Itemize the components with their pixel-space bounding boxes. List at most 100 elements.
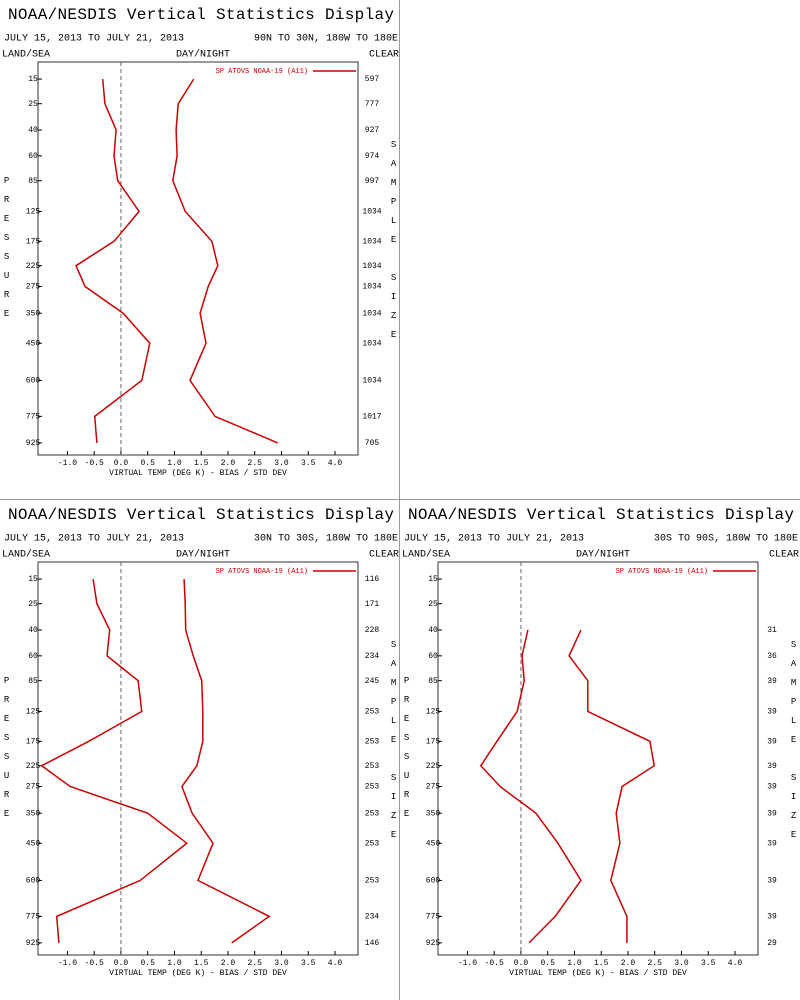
y-tick-label: 450 <box>26 339 41 348</box>
y-tick-label: 600 <box>26 377 41 386</box>
x-tick-label: -1.0 <box>58 459 77 468</box>
y-tick-label: 60 <box>428 652 438 661</box>
sample-size: 253 <box>365 737 380 746</box>
x-tick-label: 3.0 <box>674 959 689 968</box>
y-tick-label: 175 <box>26 237 41 246</box>
sample-size: 39 <box>767 677 777 686</box>
y-tick-label: 775 <box>26 412 41 421</box>
region: 30N TO 30S, 180W TO 180E <box>254 534 398 545</box>
sample-size: 253 <box>365 877 380 886</box>
sample-size: 1034 <box>362 283 381 292</box>
x-tick-label: 0.5 <box>140 459 155 468</box>
day-night: DAY/NIGHT <box>176 549 230 561</box>
sample-size: 1034 <box>362 262 381 271</box>
y-tick-label: 450 <box>26 839 41 848</box>
x-tick-label: 3.5 <box>301 459 316 468</box>
x-tick-label: 2.0 <box>221 959 236 968</box>
sample-size: 39 <box>767 708 777 717</box>
sample-size: 171 <box>365 600 380 609</box>
y-tick-label: 25 <box>28 100 38 109</box>
x-tick-label: 0.0 <box>114 459 129 468</box>
clear: CLEAR <box>369 50 399 61</box>
sample-size: 1034 <box>362 309 381 318</box>
legend-label: SP ATOVS NOAA-19 (A11) <box>216 568 308 576</box>
y-tick-label: 15 <box>28 575 38 584</box>
series-line <box>172 78 278 444</box>
y-tick-label: 15 <box>28 75 38 84</box>
sample-size: 974 <box>365 152 380 161</box>
sample-size: 234 <box>365 652 380 661</box>
y-tick-label: 275 <box>426 783 441 792</box>
sample-size: 705 <box>365 439 380 448</box>
x-tick-label: 1.5 <box>594 959 609 968</box>
y-tick-label: 775 <box>426 912 441 921</box>
y-tick-label: 450 <box>426 839 441 848</box>
title: NOAA/NESDIS Vertical Statistics Display <box>408 506 794 524</box>
region: 90N TO 30N, 180W TO 180E <box>254 34 398 45</box>
x-axis-label: VIRTUAL TEMP (DEG K) - BIAS / STD DEV <box>509 969 687 978</box>
y-tick-label: 600 <box>26 877 41 886</box>
x-tick-label: -0.5 <box>85 959 104 968</box>
y-tick-label: 925 <box>26 439 41 448</box>
y-tick-label: 125 <box>26 208 41 217</box>
y-tick-label: 350 <box>26 309 41 318</box>
sample-size: 253 <box>365 783 380 792</box>
sample-size: 39 <box>767 783 777 792</box>
sample-size: 253 <box>365 809 380 818</box>
sample-size: 253 <box>365 839 380 848</box>
y-axis-label: PRESSURE <box>2 676 12 828</box>
title: NOAA/NESDIS Vertical Statistics Display <box>8 6 394 24</box>
x-axis-label: VIRTUAL TEMP (DEG K) - BIAS / STD DEV <box>109 969 287 978</box>
y2-axis-label: SAMPLE SIZE <box>789 640 799 849</box>
series-line <box>479 629 582 944</box>
x-tick-label: 4.0 <box>328 959 343 968</box>
date-range: JULY 15, 2013 TO JULY 21, 2013 <box>404 534 584 545</box>
sample-size: 253 <box>365 762 380 771</box>
x-tick-label: 2.0 <box>621 959 636 968</box>
y-tick-label: 25 <box>28 600 38 609</box>
series-line <box>181 579 271 944</box>
y-tick-label: 125 <box>426 708 441 717</box>
legend-label: SP ATOVS NOAA-19 (A11) <box>616 568 708 576</box>
sample-size: 927 <box>365 126 380 135</box>
y-tick-label: 15 <box>428 575 438 584</box>
x-tick-label: 2.0 <box>221 459 236 468</box>
x-tick-label: 1.0 <box>167 459 182 468</box>
sample-size: 234 <box>365 912 380 921</box>
sample-size: 39 <box>767 762 777 771</box>
x-tick-label: 2.5 <box>248 459 263 468</box>
day-night: DAY/NIGHT <box>176 49 230 61</box>
panel: NOAA/NESDIS Vertical Statistics Display J… <box>402 506 799 978</box>
y-tick-label: 275 <box>26 283 41 292</box>
sample-size: 777 <box>365 100 380 109</box>
y-tick-label: 275 <box>26 783 41 792</box>
legend-label: SP ATOVS NOAA-19 (A11) <box>216 68 308 76</box>
y-tick-label: 60 <box>28 152 38 161</box>
x-tick-label: 4.0 <box>728 959 743 968</box>
x-tick-label: 2.5 <box>648 959 663 968</box>
series-line <box>40 578 189 943</box>
sample-size: 1034 <box>362 237 381 246</box>
y-tick-label: 225 <box>426 762 441 771</box>
plot-frame <box>437 561 759 956</box>
region: 30S TO 90S, 180W TO 180E <box>654 534 798 545</box>
x-tick-label: -0.5 <box>485 959 504 968</box>
x-tick-label: 0.5 <box>140 959 155 968</box>
x-tick-label: -0.5 <box>85 459 104 468</box>
sample-size: 116 <box>365 575 380 584</box>
y-tick-label: 85 <box>28 677 38 686</box>
y-tick-label: 175 <box>426 737 441 746</box>
y-axis-label: PRESSURE <box>402 676 412 828</box>
sample-size: 146 <box>365 939 380 948</box>
y-tick-label: 40 <box>428 626 438 635</box>
x-tick-label: 3.0 <box>274 459 289 468</box>
land-sea: LAND/SEA <box>2 549 50 561</box>
series-line <box>568 629 656 943</box>
y-tick-label: 225 <box>26 762 41 771</box>
y2-axis-label: SAMPLE SIZE <box>389 140 399 349</box>
y-axis-label: PRESSURE <box>2 176 12 328</box>
y-tick-label: 60 <box>28 652 38 661</box>
sample-size: 997 <box>365 177 380 186</box>
sample-size: 1034 <box>362 208 381 217</box>
